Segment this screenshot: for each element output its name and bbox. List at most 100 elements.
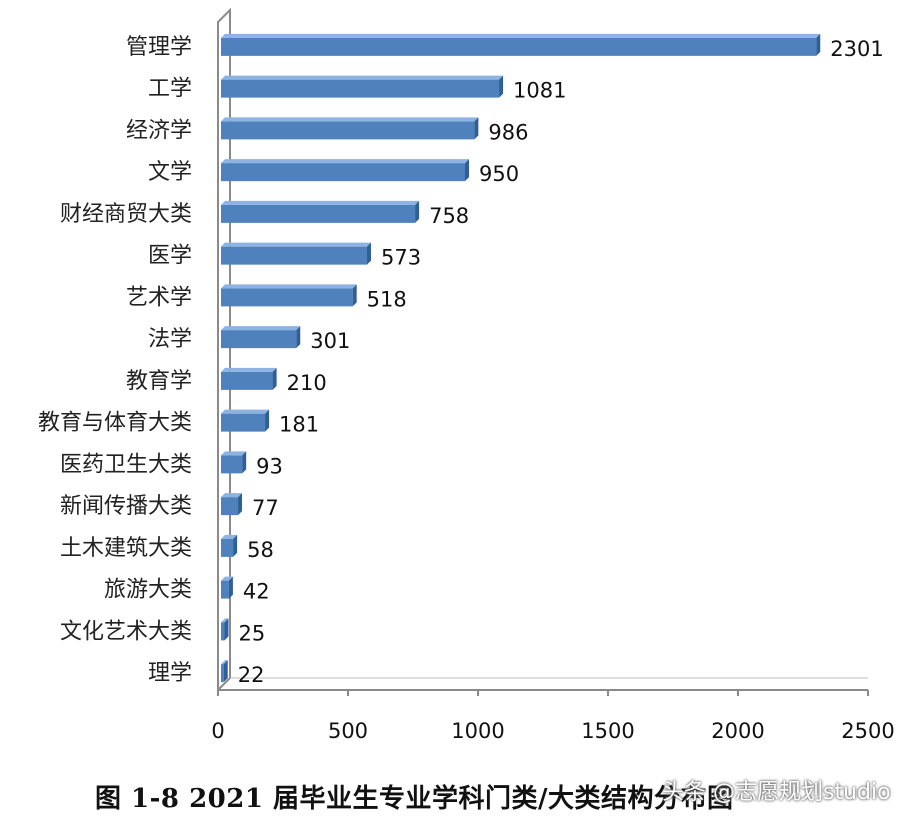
x-tick-labels: 0 500 1000 1500 2000 2500 (211, 690, 895, 743)
category-label: 文学 (148, 160, 192, 185)
bar-front (221, 622, 225, 641)
category-label: 文化艺术大类 (60, 619, 192, 644)
bar-front (221, 330, 297, 349)
category-label: 经济学 (126, 118, 192, 143)
bar (221, 75, 504, 98)
bar-side (242, 451, 247, 474)
category-label: 土木建筑大类 (60, 536, 192, 561)
bar (221, 409, 270, 432)
x-tick-label: 500 (328, 719, 368, 743)
bar (221, 284, 357, 307)
value-label: 2301 (830, 37, 883, 61)
bar-top (221, 451, 247, 456)
value-label: 42 (243, 580, 270, 604)
value-label: 986 (488, 120, 528, 144)
category-label: 教育与体育大类 (38, 411, 192, 436)
bar-side (366, 242, 371, 265)
bar-top (221, 409, 270, 414)
bar-side (296, 326, 301, 349)
bar-top (221, 242, 371, 247)
bar-front (221, 371, 273, 390)
x-tick-label: 1500 (581, 719, 634, 743)
category-label: 医学 (148, 244, 192, 269)
bar-side (265, 409, 270, 432)
bar-top (221, 576, 233, 581)
category-label: 管理学 (126, 35, 192, 60)
bar-top (221, 159, 469, 164)
x-tick-label: 0 (211, 719, 224, 743)
bar (221, 493, 243, 516)
category-label: 理学 (148, 661, 192, 686)
bar (221, 159, 469, 182)
x-tick-label: 2000 (711, 719, 764, 743)
bar-top (221, 75, 504, 80)
bar-side (223, 660, 228, 683)
category-label: 工学 (148, 77, 192, 102)
bar-front (221, 455, 243, 474)
value-label: 58 (247, 538, 274, 562)
bar (221, 576, 233, 599)
bar-top (221, 618, 229, 623)
bar-side (816, 33, 821, 56)
x-tick-label: 1000 (451, 719, 504, 743)
category-labels: 管理学工学经济学文学财经商贸大类医学艺术学法学教育学教育与体育大类医药卫生大类新… (38, 35, 192, 686)
bar-front (221, 79, 500, 98)
bar-side (499, 75, 504, 98)
bar-side (352, 284, 357, 307)
bar-front (221, 580, 229, 599)
bar-side (238, 493, 243, 516)
category-label: 医药卫生大类 (60, 452, 192, 477)
bar-front (221, 664, 224, 683)
value-label: 950 (479, 162, 519, 186)
chart-bars (221, 33, 821, 683)
bar-front (221, 163, 465, 182)
bar (221, 326, 301, 349)
bar (221, 117, 479, 140)
bar (221, 242, 371, 265)
category-label: 教育学 (126, 369, 192, 394)
x-tick-label: 2500 (841, 719, 894, 743)
bar (221, 618, 229, 641)
figure-caption: 图 1-8 2021 届毕业生专业学科门类/大类结构分布图 (95, 784, 734, 814)
bar-side (228, 576, 233, 599)
bar-front (221, 497, 239, 516)
bar-top (221, 284, 357, 289)
bar-top (221, 660, 228, 665)
bar-front (221, 37, 817, 56)
bar-front (221, 413, 266, 432)
bar-front (221, 204, 416, 223)
bar-side (465, 159, 469, 182)
value-label: 518 (367, 287, 407, 311)
bar (221, 367, 277, 390)
category-label: 财经商贸大类 (60, 202, 192, 227)
category-label: 艺术学 (126, 285, 192, 310)
value-label: 210 (287, 371, 327, 395)
category-label: 旅游大类 (104, 578, 192, 603)
bar (221, 534, 238, 557)
bar-top (221, 33, 821, 38)
bar-top (221, 367, 277, 372)
watermark: 头条 @志愿规划studio (662, 780, 891, 805)
bar-side (224, 618, 229, 641)
value-label: 573 (381, 246, 421, 270)
bar-chart: 管理学工学经济学文学财经商贸大类医学艺术学法学教育学教育与体育大类医药卫生大类新… (38, 7, 895, 743)
value-label: 301 (310, 329, 350, 353)
value-label: 77 (252, 496, 279, 520)
bar (221, 33, 821, 56)
bar-side (233, 534, 238, 557)
bar (221, 451, 247, 474)
value-label: 93 (256, 454, 283, 478)
value-label: 758 (429, 204, 469, 228)
bar-top (221, 117, 479, 122)
bar-top (221, 326, 301, 331)
value-label: 25 (239, 621, 266, 645)
category-label: 法学 (148, 327, 192, 352)
bar-top (221, 534, 238, 539)
bar-front (221, 121, 475, 140)
bar-front (221, 288, 353, 307)
bar-side (415, 200, 420, 223)
category-label: 新闻传播大类 (60, 494, 192, 519)
bar (221, 200, 420, 223)
value-label: 181 (279, 413, 319, 437)
bar-front (221, 538, 234, 557)
